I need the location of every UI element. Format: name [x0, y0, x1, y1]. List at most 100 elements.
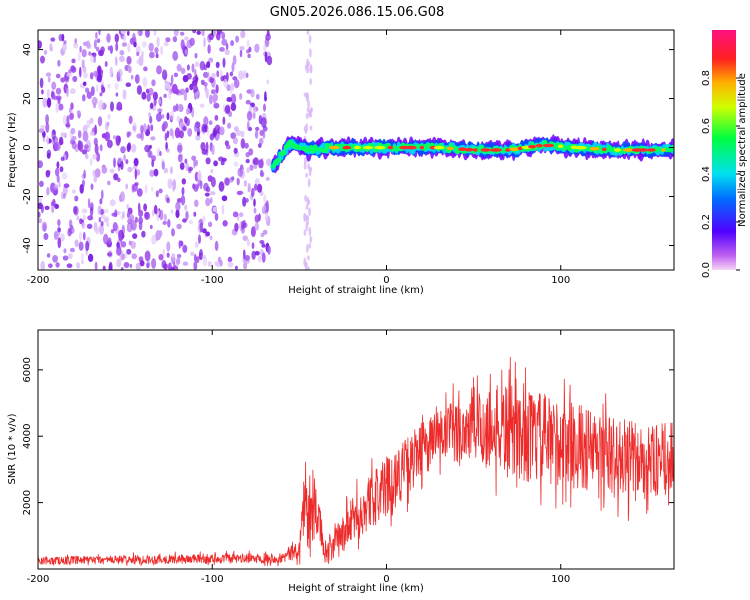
- noise-dot: [266, 55, 273, 66]
- noise-dot: [306, 196, 310, 207]
- noise-dot: [229, 71, 234, 77]
- noise-dot: [163, 263, 168, 270]
- noise-dot: [115, 42, 119, 52]
- noise-dot: [151, 234, 157, 245]
- noise-dot: [161, 161, 165, 170]
- noise-dot: [51, 81, 57, 91]
- noise-dot: [184, 49, 188, 55]
- noise-dot: [82, 124, 88, 134]
- noise-dot: [63, 40, 67, 45]
- noise-dot: [224, 105, 231, 115]
- noise-dot: [127, 30, 130, 36]
- noise-dot: [151, 159, 155, 168]
- noise-dot: [126, 143, 131, 153]
- noise-dot: [93, 137, 98, 146]
- colorbar-tick-label: 0.4: [701, 166, 712, 182]
- snr-xtick-label: 100: [551, 574, 570, 585]
- noise-dot: [131, 220, 137, 231]
- noise-dot: [212, 206, 217, 213]
- noise-dot: [231, 176, 235, 181]
- noise-dot: [58, 136, 64, 146]
- noise-dot: [246, 238, 250, 247]
- noise-dot: [71, 136, 77, 141]
- noise-dot: [38, 211, 41, 218]
- noise-dot: [208, 221, 213, 228]
- noise-dot: [132, 233, 138, 240]
- noise-dot: [78, 241, 84, 251]
- noise-dot: [193, 123, 198, 132]
- noise-dot: [212, 127, 217, 138]
- noise-dot: [70, 102, 74, 110]
- colorbar-tick-label: 0.0: [701, 262, 712, 278]
- noise-dot: [214, 261, 219, 266]
- noise-dot: [81, 259, 84, 265]
- noise-dot: [205, 186, 211, 193]
- noise-dot: [254, 43, 260, 53]
- noise-dot: [261, 243, 266, 248]
- noise-dot: [198, 169, 201, 180]
- noise-dot: [122, 211, 125, 219]
- noise-dot: [45, 114, 49, 125]
- noise-dot: [152, 209, 155, 217]
- noise-dot: [173, 261, 176, 270]
- spectrogram-ytick-label: -40: [22, 237, 33, 253]
- noise-dot: [173, 72, 178, 78]
- noise-dot: [43, 49, 48, 55]
- noise-dot: [125, 183, 128, 190]
- noise-dot: [174, 127, 181, 139]
- noise-dot: [303, 162, 307, 170]
- noise-dot: [212, 93, 217, 105]
- noise-dot: [68, 107, 72, 113]
- ridge-peak: [353, 145, 362, 150]
- noise-dot: [116, 258, 122, 268]
- noise-dot: [234, 265, 238, 270]
- noise-dot: [162, 248, 165, 256]
- noise-dot: [51, 205, 55, 214]
- noise-dot: [149, 224, 153, 230]
- noise-dot: [184, 204, 188, 211]
- noise-dot: [74, 239, 79, 248]
- ridge-cell: [281, 150, 287, 156]
- noise-dot: [216, 30, 223, 35]
- noise-dot: [128, 115, 133, 125]
- noise-dot: [120, 30, 127, 35]
- noise-dot: [50, 37, 56, 42]
- noise-dot: [244, 255, 251, 261]
- noise-dot: [309, 125, 313, 131]
- noise-dot: [76, 110, 81, 115]
- noise-dot: [176, 64, 182, 72]
- spectrogram-xtick-label: 100: [551, 275, 570, 286]
- noise-dot: [161, 114, 165, 119]
- noise-dot: [103, 217, 109, 223]
- noise-dot: [38, 218, 42, 224]
- noise-dot: [146, 88, 150, 94]
- noise-dot: [194, 61, 200, 68]
- noise-dot: [232, 211, 239, 218]
- noise-dot: [127, 218, 133, 225]
- noise-dot: [307, 163, 310, 170]
- noise-dot: [194, 199, 199, 208]
- noise-dot: [108, 261, 113, 270]
- noise-dot: [196, 92, 199, 99]
- snr-ytick-label: 4000: [22, 423, 33, 448]
- noise-dot: [127, 166, 133, 173]
- noise-dot: [188, 219, 193, 225]
- noise-dot: [198, 234, 201, 244]
- noise-dot: [66, 72, 72, 77]
- noise-dot: [43, 223, 47, 232]
- spectrogram-ytick-label: 0: [22, 144, 33, 150]
- noise-dot: [135, 45, 141, 54]
- noise-dot: [161, 69, 168, 80]
- noise-dot: [237, 167, 244, 177]
- noise-dot: [156, 112, 162, 122]
- noise-dot: [166, 148, 170, 153]
- noise-dot: [136, 188, 143, 197]
- noise-dot: [53, 184, 59, 190]
- noise-dot: [55, 262, 60, 268]
- noise-dot: [62, 42, 67, 52]
- noise-dot: [191, 63, 195, 73]
- noise-dot: [115, 135, 121, 147]
- noise-dot: [163, 213, 167, 221]
- noise-dot: [165, 37, 171, 43]
- noise-dot: [208, 94, 213, 105]
